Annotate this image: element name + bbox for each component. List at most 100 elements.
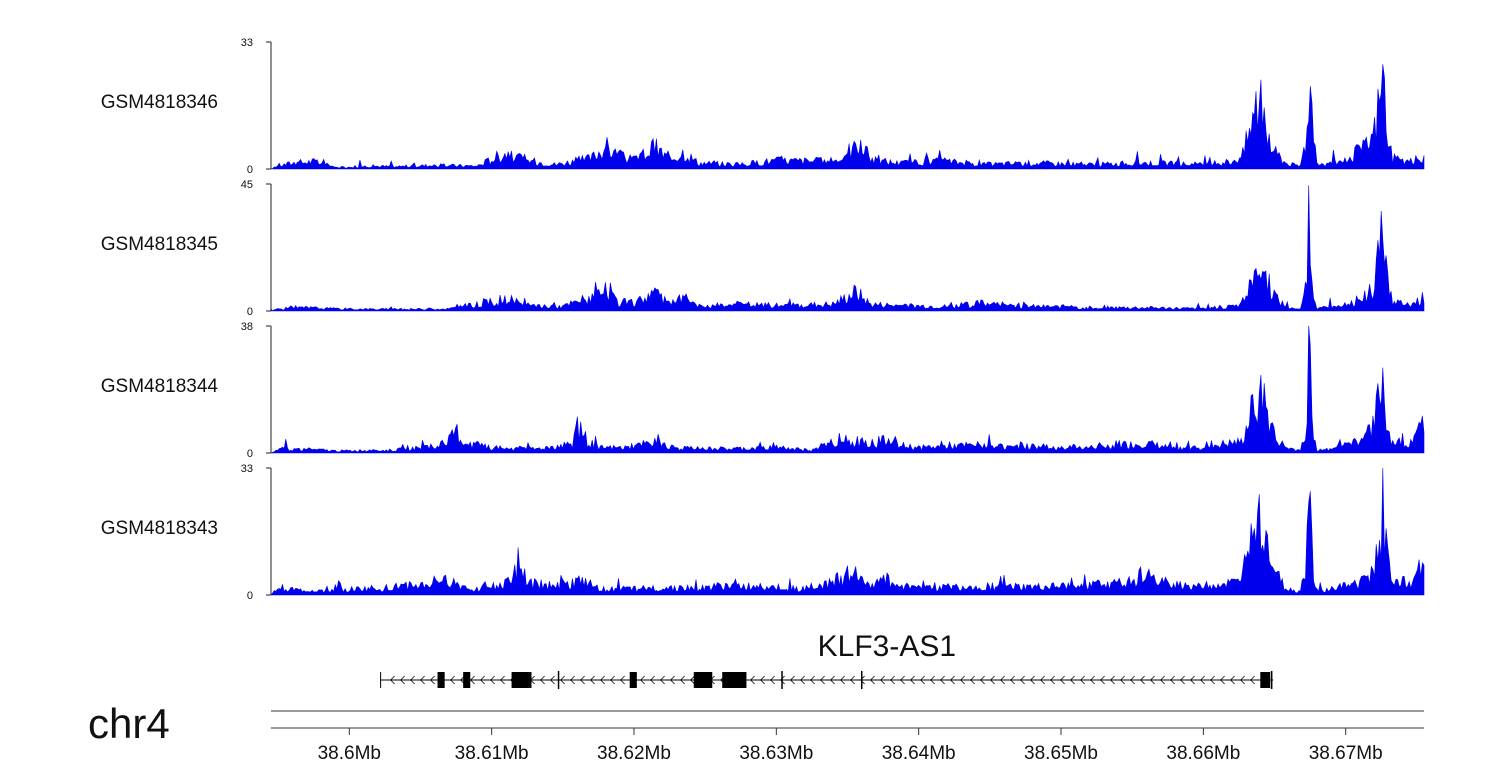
strand-chevron	[900, 675, 905, 685]
strand-chevron	[450, 675, 455, 685]
y-max-label: 33	[241, 37, 253, 49]
x-tick-label: 38.67Mb	[1309, 743, 1383, 764]
strand-chevron	[810, 675, 815, 685]
strand-chevron	[940, 675, 945, 685]
strand-chevron	[1110, 675, 1115, 685]
strand-chevron	[960, 675, 965, 685]
strand-chevron	[1160, 675, 1165, 685]
coverage-area	[270, 64, 1425, 170]
strand-chevron	[760, 675, 765, 685]
y-min-label: 0	[247, 448, 253, 460]
strand-chevron	[400, 675, 405, 685]
coverage-tracks: GSM4818346330GSM4818345450GSM4818344380G…	[101, 37, 1425, 602]
strand-chevron	[590, 675, 595, 685]
gene-model	[380, 671, 1274, 689]
strand-chevron	[1020, 675, 1025, 685]
strand-chevron	[870, 675, 875, 685]
strand-chevron	[540, 675, 545, 685]
track-label: GSM4818343	[101, 518, 218, 539]
y-min-label: 0	[247, 306, 253, 318]
strand-chevron	[990, 675, 995, 685]
strand-chevron	[660, 675, 665, 685]
strand-chevron	[780, 675, 785, 685]
strand-chevron	[680, 675, 685, 685]
x-tick-label: 38.63Mb	[739, 743, 813, 764]
strand-chevron	[970, 675, 975, 685]
gene-annotation-panel: KLF3-AS1	[380, 630, 1274, 689]
strand-chevron	[1070, 675, 1075, 685]
strand-chevron	[1130, 675, 1135, 685]
strand-chevron	[570, 675, 575, 685]
strand-chevron	[430, 675, 435, 685]
track-label: GSM4818345	[101, 234, 218, 255]
track-label: GSM4818346	[101, 92, 218, 113]
y-max-label: 38	[241, 321, 253, 333]
strand-chevron	[930, 675, 935, 685]
track-label: GSM4818344	[101, 376, 219, 397]
chromosome-label: chr4	[88, 700, 170, 747]
strand-chevron	[410, 675, 415, 685]
strand-chevron	[690, 675, 695, 685]
gene-exon	[437, 672, 445, 688]
y-min-label: 0	[247, 590, 253, 602]
x-tick-label: 38.61Mb	[455, 743, 529, 764]
coverage-area	[270, 467, 1425, 596]
strand-chevron	[650, 675, 655, 685]
strand-chevron	[850, 675, 855, 685]
strand-chevron	[980, 675, 985, 685]
strand-chevron	[1230, 675, 1235, 685]
strand-chevron	[420, 675, 425, 685]
gene-exon	[463, 672, 471, 688]
strand-chevron	[1170, 675, 1175, 685]
genomic-x-axis: 38.6Mb 38.61Mb 38.62Mb 38.63Mb 38.64Mb 38.65M…	[271, 710, 1424, 764]
gene-exon	[693, 672, 713, 688]
x-tick-label: 38.65Mb	[1024, 743, 1098, 764]
strand-chevron	[560, 675, 565, 685]
gene-name-label: KLF3-AS1	[818, 630, 956, 663]
strand-chevron	[470, 675, 475, 685]
strand-chevron	[950, 675, 955, 685]
strand-chevron	[1010, 675, 1015, 685]
gene-exon	[511, 672, 532, 688]
strand-chevron	[830, 675, 835, 685]
strand-chevron	[600, 675, 605, 685]
strand-chevron	[910, 675, 915, 685]
coverage-track: GSM4818345 45 0	[101, 179, 1425, 318]
coverage-track: GSM4818344 38 0	[101, 321, 1425, 460]
strand-chevron	[770, 675, 775, 685]
y-max-label: 33	[241, 463, 253, 475]
coverage-track: GSM4818346 33 0	[101, 37, 1425, 176]
strand-chevron	[1090, 675, 1095, 685]
strand-chevron	[1100, 675, 1105, 685]
coverage-track: GSM4818343 33 0	[101, 463, 1425, 602]
strand-chevron	[1250, 675, 1255, 685]
gene-exon	[629, 672, 637, 688]
chromosome-axis-panel: chr4 38.6Mb 38.61Mb 38.62Mb 38.63Mb 38.64Mb 3…	[88, 700, 1424, 764]
coverage-area	[270, 325, 1425, 454]
strand-chevron	[800, 675, 805, 685]
strand-chevron	[1120, 675, 1125, 685]
strand-chevron	[1240, 675, 1245, 685]
strand-chevron	[610, 675, 615, 685]
strand-chevron	[860, 675, 865, 685]
x-tick-label: 38.62Mb	[597, 743, 671, 764]
strand-chevron	[550, 675, 555, 685]
strand-chevron	[1140, 675, 1145, 685]
strand-chevron	[750, 675, 755, 685]
strand-chevron	[880, 675, 885, 685]
strand-chevron	[1220, 675, 1225, 685]
gene-exon	[1260, 672, 1271, 688]
strand-chevron	[1180, 675, 1185, 685]
x-tick-label: 38.64Mb	[882, 743, 956, 764]
strand-chevron	[580, 675, 585, 685]
strand-chevron	[790, 675, 795, 685]
coverage-area	[270, 185, 1425, 312]
strand-chevron	[1190, 675, 1195, 685]
strand-chevron	[480, 675, 485, 685]
strand-chevron	[1080, 675, 1085, 685]
gene-exon	[722, 672, 747, 688]
strand-chevron	[1150, 675, 1155, 685]
strand-chevron	[620, 675, 625, 685]
strand-chevron	[500, 675, 505, 685]
